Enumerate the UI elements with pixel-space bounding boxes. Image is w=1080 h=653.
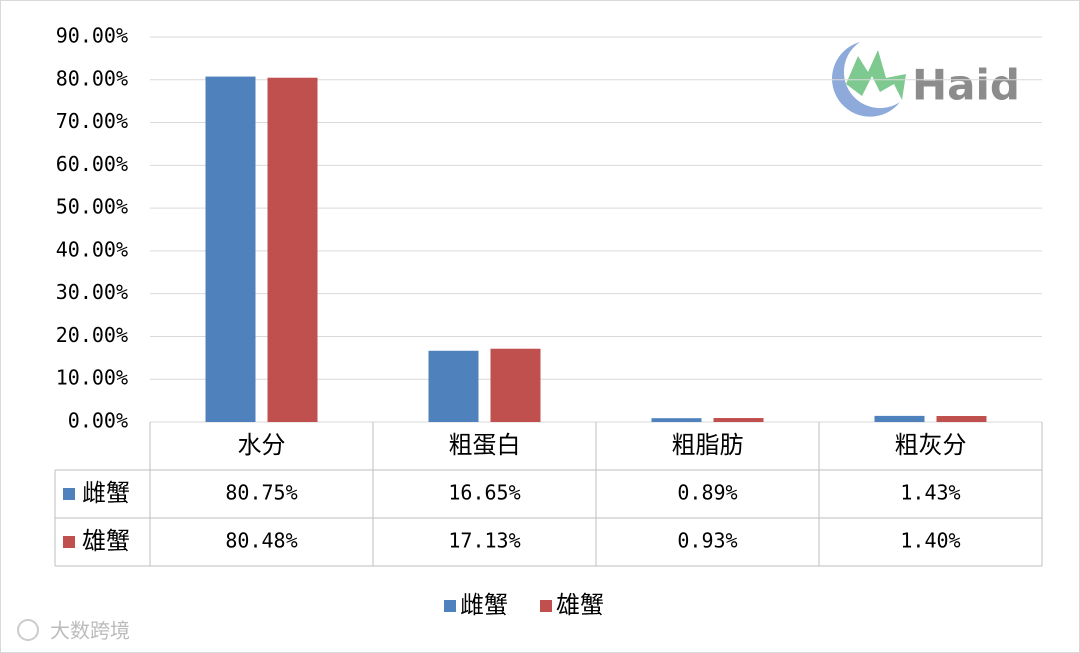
y-tick-label: 80.00% [56, 66, 128, 90]
bar [490, 348, 541, 422]
value-label: 0.89% [677, 481, 737, 505]
value-label: 17.13% [448, 529, 520, 553]
legend-label: 雄蟹 [556, 591, 604, 619]
y-tick-label: 70.00% [56, 109, 128, 133]
x-tick-label: 水分 [238, 431, 286, 459]
value-label: 0.93% [677, 529, 737, 553]
watermark-icon [17, 619, 39, 641]
bar [651, 418, 702, 422]
legend-label: 雌蟹 [460, 591, 508, 619]
value-label: 1.43% [900, 481, 960, 505]
bar [874, 415, 925, 422]
table-legend-key [63, 536, 75, 548]
table-series-name: 雌蟹 [82, 479, 130, 507]
bar [205, 76, 256, 422]
value-label: 80.48% [225, 529, 297, 553]
value-label: 1.40% [900, 529, 960, 553]
y-tick-label: 40.00% [56, 237, 128, 261]
y-tick-label: 0.00% [68, 409, 128, 433]
bar [428, 350, 479, 422]
logo-mark [846, 50, 906, 100]
bar [267, 77, 318, 423]
y-tick-label: 60.00% [56, 152, 128, 176]
y-tick-label: 10.00% [56, 366, 128, 390]
x-tick-label: 粗蛋白 [449, 431, 521, 459]
y-tick-label: 30.00% [56, 280, 128, 304]
y-tick-label: 90.00% [56, 24, 128, 48]
bar [936, 416, 987, 422]
value-label: 16.65% [448, 481, 520, 505]
y-tick-label: 50.00% [56, 195, 128, 219]
logo-text: Haid [912, 61, 1020, 110]
legend-key [444, 600, 456, 612]
logo: Haid [832, 42, 1020, 117]
x-tick-label: 粗灰分 [895, 431, 967, 459]
table-legend-key [63, 488, 75, 500]
watermark: 大数跨境 [50, 619, 130, 643]
bar [713, 418, 764, 422]
x-tick-label: 粗脂肪 [672, 431, 744, 459]
y-tick-label: 20.00% [56, 323, 128, 347]
logo-crescent [832, 42, 900, 117]
value-label: 80.75% [225, 481, 297, 505]
legend-key [540, 600, 552, 612]
table-series-name: 雄蟹 [82, 527, 130, 555]
